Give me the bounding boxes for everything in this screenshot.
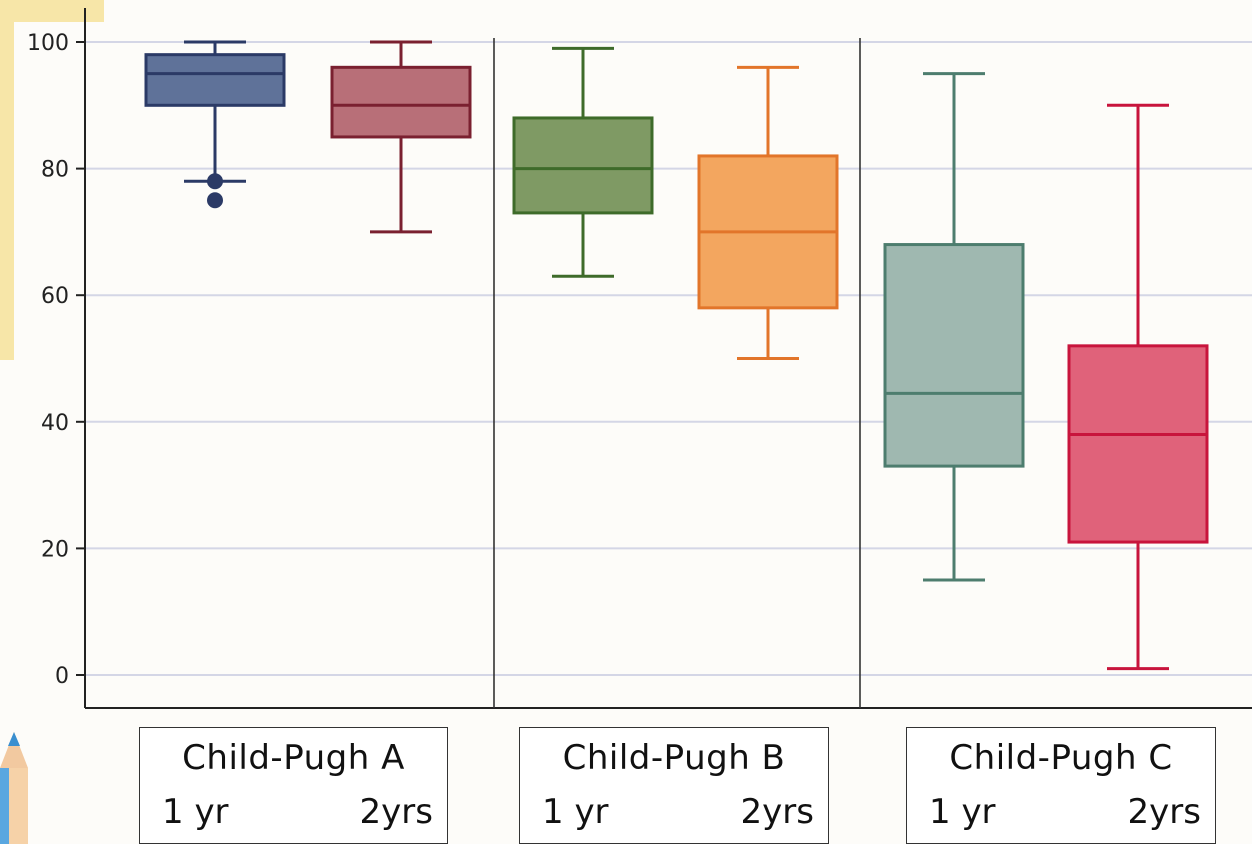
box-plot [144,40,286,209]
box-plot [697,65,839,360]
outlier-point [207,192,223,209]
group-label-a: Child-Pugh A 1 yr 2yrs [139,727,448,844]
y-tick-label: 0 [55,664,69,689]
sub-label-1yr: 1 yr [929,792,996,832]
pencil-icon [0,732,28,844]
sub-label-2yrs: 2yrs [359,792,433,832]
y-tick-label: 20 [41,537,69,562]
boxplot-chart: 0 20 40 60 80 100 [27,8,1252,709]
box-plot [512,46,654,278]
group-name: Child-Pugh A [182,738,405,778]
group-name: Child-Pugh B [562,738,786,778]
decorative-left-strip [0,0,14,360]
iqr-box [144,53,286,107]
y-tick-label: 60 [41,284,69,309]
iqr-box [1067,344,1209,544]
decorative-top-strip [0,0,104,22]
outlier-point [207,173,223,190]
sub-label-2yrs: 2yrs [1127,792,1201,832]
iqr-box [330,65,472,139]
group-label-c: Child-Pugh C 1 yr 2yrs [906,727,1216,844]
box-plot [883,72,1025,582]
sub-label-2yrs: 2yrs [740,792,814,832]
group-label-b: Child-Pugh B 1 yr 2yrs [519,727,829,844]
group-name: Child-Pugh C [949,738,1173,778]
y-tick-label: 40 [41,411,69,436]
box-plot [330,40,472,234]
iqr-box [512,116,654,215]
y-tick-label: 80 [41,158,69,183]
axes: 0 20 40 60 80 100 [27,8,1252,709]
boxes [144,40,1209,671]
gridlines [85,41,1252,676]
box-plot [1067,103,1209,671]
iqr-box [883,243,1025,468]
sub-label-1yr: 1 yr [542,792,609,832]
sub-label-1yr: 1 yr [162,792,229,832]
y-tick-label: 100 [27,31,69,56]
